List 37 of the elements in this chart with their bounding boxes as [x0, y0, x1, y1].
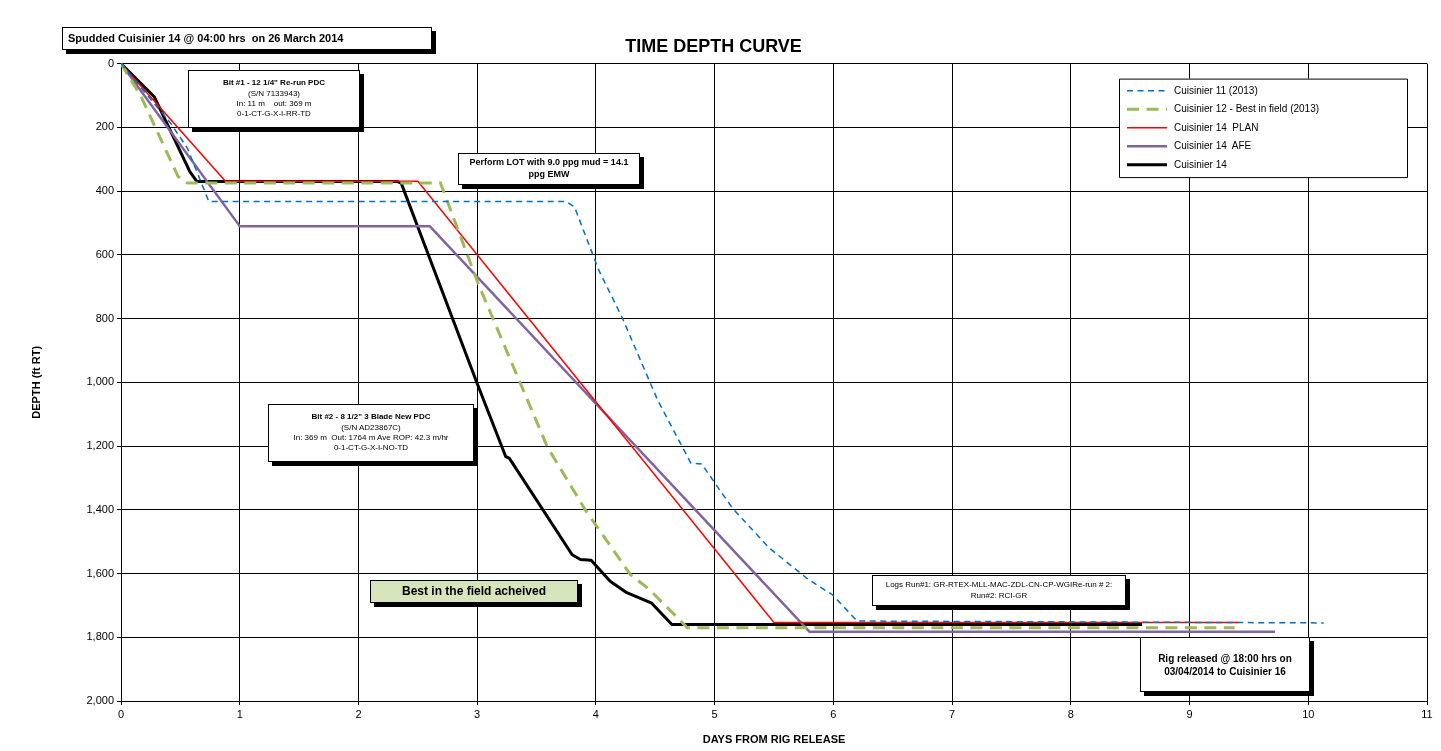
- x-tick-label: 0: [117, 707, 125, 720]
- y-tick-label: 800: [95, 311, 114, 324]
- y-tick-label: 1,000: [86, 375, 114, 388]
- x-tick-label: 7: [949, 707, 956, 720]
- x-tick-label: 2: [355, 707, 362, 720]
- x-tick-label: 6: [830, 707, 837, 720]
- legend-label: Cuisinier 14 PLAN: [1174, 121, 1259, 133]
- x-tick-label: 5: [711, 707, 718, 720]
- x-tick-label: 1: [236, 707, 243, 720]
- legend-label: Cuisinier 14 AFE: [1174, 140, 1252, 152]
- y-tick-label: 1,200: [86, 439, 114, 452]
- annotation: Perform LOT with 9.0 ppg mud = 14.1 ppg EMW: [469, 157, 629, 181]
- y-tick-label: 200: [95, 120, 114, 133]
- x-tick-label: 8: [1067, 707, 1074, 720]
- annotation: Rig released @ 18:00 hrs on 03/04/2014 to Cuisinier 16: [1158, 651, 1292, 678]
- legend-label: Cuisinier 12 - Best in field (2013): [1174, 103, 1320, 115]
- x-tick-label: 9: [1186, 707, 1193, 720]
- legend-label: Cuisinier 11 (2013): [1174, 84, 1258, 96]
- y-tick-label: 0: [107, 56, 114, 69]
- y-tick-label: 1,800: [86, 630, 114, 643]
- y-tick-label: 2,000: [86, 694, 114, 707]
- y-tick-label: 1,600: [86, 566, 114, 579]
- y-tick-label: 1,400: [86, 502, 114, 515]
- annotation: Bit #2 - 8 1/2" 3 Blade New PDC (S/N AD23867C) In: 369 m Out: 1764 m Ave ROP: 42.3 m/hr 0-1-CT-G-X-I-NO-TD: [293, 412, 449, 454]
- annotation: Best in the field acheived: [401, 583, 547, 600]
- x-tick-label: 4: [592, 707, 599, 720]
- x-tick-label: 11: [1421, 707, 1433, 720]
- x-tick-label: 10: [1302, 707, 1315, 720]
- x-axis-title: DAYS FROM RIG RELEASE: [702, 733, 846, 746]
- annotation: Logs Run#1: GR-RTEX-MLL-MAC-ZDL-CN-CP-WGIRe-run # 2: Run#2: RCI-GR: [885, 580, 1113, 601]
- legend-label: Cuisinier 14: [1174, 158, 1228, 170]
- annotation: Bit #1 - 12 1/4" Re-run PDC (S/N 7133943) In: 11 m out: 369 m 0-1-CT-G-X-I-RR-TD: [222, 78, 326, 120]
- y-tick-label: 600: [95, 247, 114, 260]
- chart-title: TIME DEPTH CURVE: [625, 35, 802, 56]
- y-tick-label: 400: [95, 184, 114, 197]
- x-tick-label: 3: [474, 707, 481, 720]
- y-axis-title: DEPTH (ft RT): [29, 345, 42, 419]
